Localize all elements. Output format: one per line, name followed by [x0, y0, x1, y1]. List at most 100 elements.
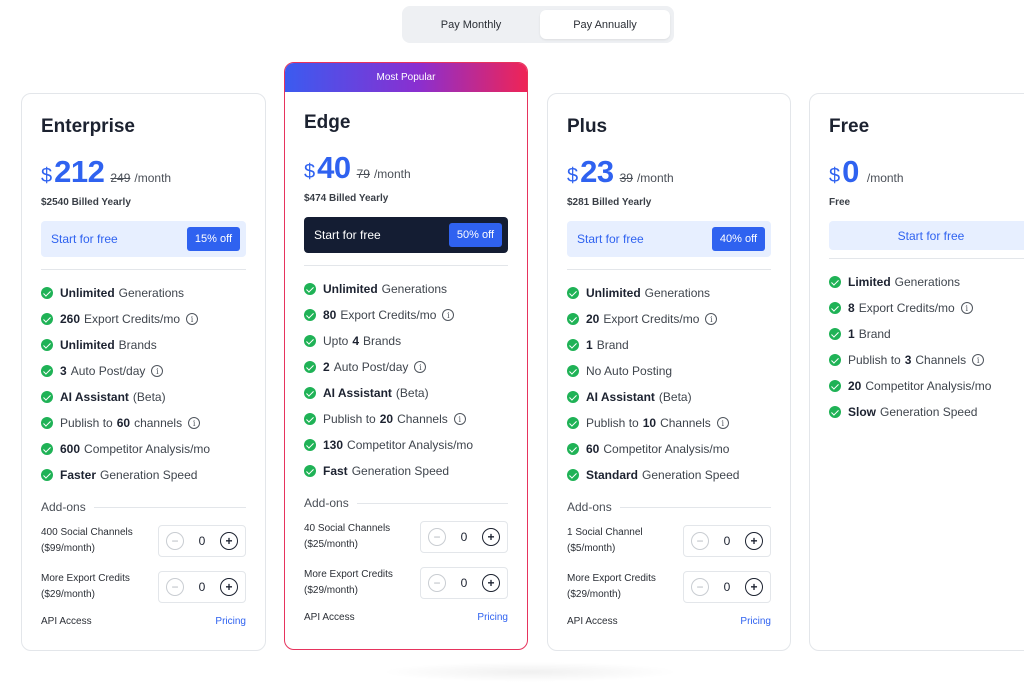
- currency-symbol: $: [567, 165, 579, 187]
- feature-item: Unlimited Brands: [41, 332, 246, 358]
- currency-symbol: $: [41, 165, 53, 187]
- feature-highlight: 20: [848, 379, 862, 393]
- feature-text: Channels: [915, 353, 967, 367]
- addons-title: Add-ons: [41, 500, 86, 514]
- pricing-link[interactable]: Pricing: [740, 616, 771, 627]
- feature-text: Export Credits/mo: [603, 312, 700, 326]
- feature-text: Publish to: [60, 416, 113, 430]
- start-for-free-button[interactable]: Start for free 50% off: [304, 217, 508, 253]
- feature-highlight: 8: [848, 301, 855, 315]
- billed-yearly-text: $2540 Billed Yearly: [41, 197, 131, 208]
- info-icon[interactable]: i: [972, 354, 985, 366]
- info-icon[interactable]: i: [151, 365, 164, 377]
- feature-highlight: Unlimited: [323, 282, 378, 296]
- quantity-value: 0: [198, 534, 206, 548]
- feature-item: Upto 4 Brands: [304, 328, 508, 354]
- addon-row: 400 Social Channels ($99/month) − 0 +: [41, 522, 246, 560]
- feature-text: Export Credits/mo: [84, 312, 181, 326]
- info-icon[interactable]: i: [414, 361, 427, 373]
- plus-icon[interactable]: +: [482, 528, 500, 546]
- check-circle-icon: [304, 335, 316, 347]
- feature-item: 1 Brand: [567, 332, 771, 358]
- plus-icon[interactable]: +: [220, 532, 238, 550]
- feature-highlight: 60: [116, 416, 131, 430]
- plus-icon[interactable]: +: [482, 574, 500, 592]
- feature-text: Generation Speed: [642, 468, 740, 482]
- minus-icon[interactable]: −: [428, 528, 446, 546]
- cta-label: Start for free: [314, 228, 381, 242]
- minus-icon[interactable]: −: [166, 578, 184, 596]
- feature-text: Competitor Analysis/mo: [865, 379, 992, 393]
- feature-text: Export Credits/mo: [858, 301, 955, 315]
- addon-row: More Export Credits ($29/month) − 0 +: [567, 568, 771, 606]
- quantity-stepper: − 0 +: [683, 571, 771, 603]
- check-circle-icon: [567, 365, 579, 377]
- minus-icon[interactable]: −: [691, 578, 709, 596]
- feature-highlight: 20: [586, 312, 600, 326]
- minus-icon[interactable]: −: [691, 532, 709, 550]
- plus-icon[interactable]: +: [745, 532, 763, 550]
- addon-row: 1 Social Channel ($5/month) − 0 +: [567, 522, 771, 560]
- info-icon[interactable]: i: [960, 302, 973, 314]
- plus-icon[interactable]: +: [745, 578, 763, 596]
- price-period: /month: [134, 171, 172, 185]
- addon-row: More Export Credits ($29/month) − 0 +: [304, 564, 508, 602]
- feature-item: 3 Auto Post/day i: [41, 358, 246, 384]
- feature-text: (Beta): [132, 390, 166, 404]
- plan-name: Free: [829, 116, 870, 137]
- pay-annually-button[interactable]: Pay Annually: [540, 10, 670, 39]
- info-icon[interactable]: i: [716, 417, 729, 429]
- pricing-link[interactable]: Pricing: [477, 612, 508, 623]
- feature-text: Channels: [397, 412, 448, 426]
- check-circle-icon: [829, 302, 841, 314]
- feature-item: Publish to 3 Channels i: [829, 347, 1024, 373]
- feature-highlight: Slow: [848, 405, 877, 419]
- discount-badge: 15% off: [186, 227, 240, 251]
- addon-title: 40 Social Channels: [304, 523, 391, 534]
- addon-row: More Export Credits ($29/month) − 0 +: [41, 568, 246, 606]
- feature-text: Publish to: [586, 416, 639, 430]
- feature-item: Publish to 10 Channels i: [567, 410, 771, 436]
- minus-icon[interactable]: −: [166, 532, 184, 550]
- addons-title: Add-ons: [567, 500, 612, 514]
- feature-text: Auto Post/day: [333, 360, 409, 374]
- start-for-free-button[interactable]: Start for free 40% off: [567, 221, 771, 257]
- info-icon[interactable]: i: [186, 313, 199, 325]
- pay-monthly-button[interactable]: Pay Monthly: [440, 18, 502, 31]
- check-circle-icon: [567, 339, 579, 351]
- price-period: /month: [636, 171, 674, 185]
- quantity-value: 0: [460, 530, 468, 544]
- feature-highlight: Unlimited: [586, 286, 641, 300]
- quantity-value: 0: [723, 534, 731, 548]
- plus-icon[interactable]: +: [220, 578, 238, 596]
- addon-row: 40 Social Channels ($25/month) − 0 +: [304, 518, 508, 556]
- info-icon[interactable]: i: [705, 313, 718, 325]
- info-icon[interactable]: i: [442, 309, 455, 321]
- check-circle-icon: [567, 417, 579, 429]
- addon-label: More Export Credits ($29/month): [304, 567, 393, 599]
- feature-highlight: 80: [323, 308, 337, 322]
- check-circle-icon: [829, 380, 841, 392]
- check-circle-icon: [304, 439, 316, 451]
- check-circle-icon: [304, 361, 316, 373]
- check-circle-icon: [41, 287, 53, 299]
- quantity-stepper: − 0 +: [683, 525, 771, 557]
- feature-text: Brands: [363, 334, 402, 348]
- plan-card-enterprise: Enterprise $ 212 249 /month $2540 Billed…: [21, 93, 266, 651]
- feature-text: Generation Speed: [100, 468, 198, 482]
- divider: [567, 269, 771, 270]
- minus-icon[interactable]: −: [428, 574, 446, 592]
- feature-text: Channels: [660, 416, 711, 430]
- feature-highlight: Limited: [848, 275, 891, 289]
- check-circle-icon: [41, 339, 53, 351]
- feature-highlight: 600: [60, 442, 81, 456]
- feature-text: (Beta): [658, 390, 692, 404]
- addon-label: 400 Social Channels ($99/month): [41, 525, 133, 557]
- start-for-free-button[interactable]: Start for free 15% off: [41, 221, 246, 257]
- price-amount: 212: [54, 154, 105, 189]
- start-for-free-button[interactable]: Start for free: [829, 221, 1024, 250]
- info-icon[interactable]: i: [453, 413, 466, 425]
- check-circle-icon: [567, 443, 579, 455]
- info-icon[interactable]: i: [188, 417, 201, 429]
- pricing-link[interactable]: Pricing: [215, 616, 246, 627]
